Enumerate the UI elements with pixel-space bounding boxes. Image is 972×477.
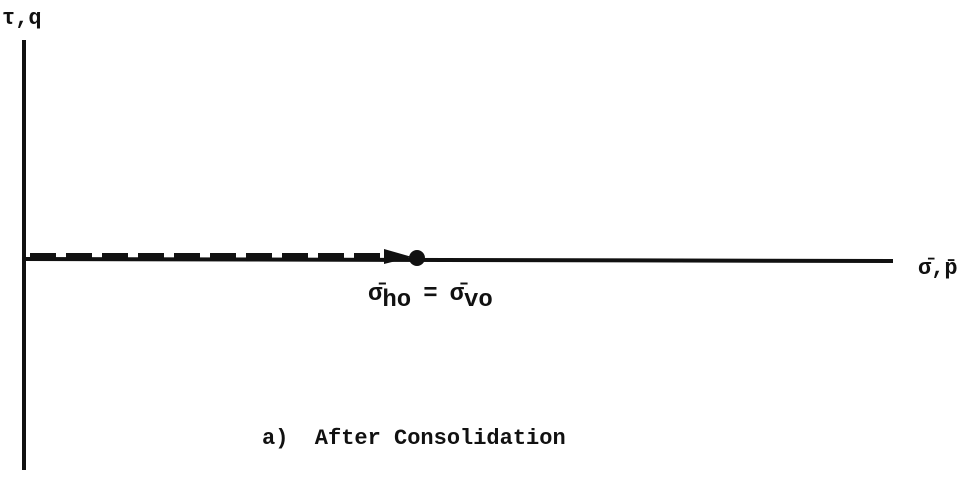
point-label-sign: = bbox=[423, 281, 437, 308]
horizontal-axis bbox=[23, 257, 894, 263]
point-label-left: σ̄ bbox=[368, 281, 386, 308]
point-label-left-sub: ho bbox=[382, 287, 411, 314]
arrow-head bbox=[384, 249, 412, 264]
point-label: σ̄ho = σ̄vo bbox=[368, 281, 493, 314]
point-label-right: σ̄ bbox=[450, 281, 468, 308]
caption: a) After Consolidation bbox=[262, 426, 566, 451]
y-axis-label: τ,q bbox=[2, 6, 42, 31]
point-label-right-sub: vo bbox=[464, 287, 493, 314]
x-axis-label: σ̄,p̄ bbox=[918, 256, 958, 281]
stress-point bbox=[409, 250, 425, 266]
